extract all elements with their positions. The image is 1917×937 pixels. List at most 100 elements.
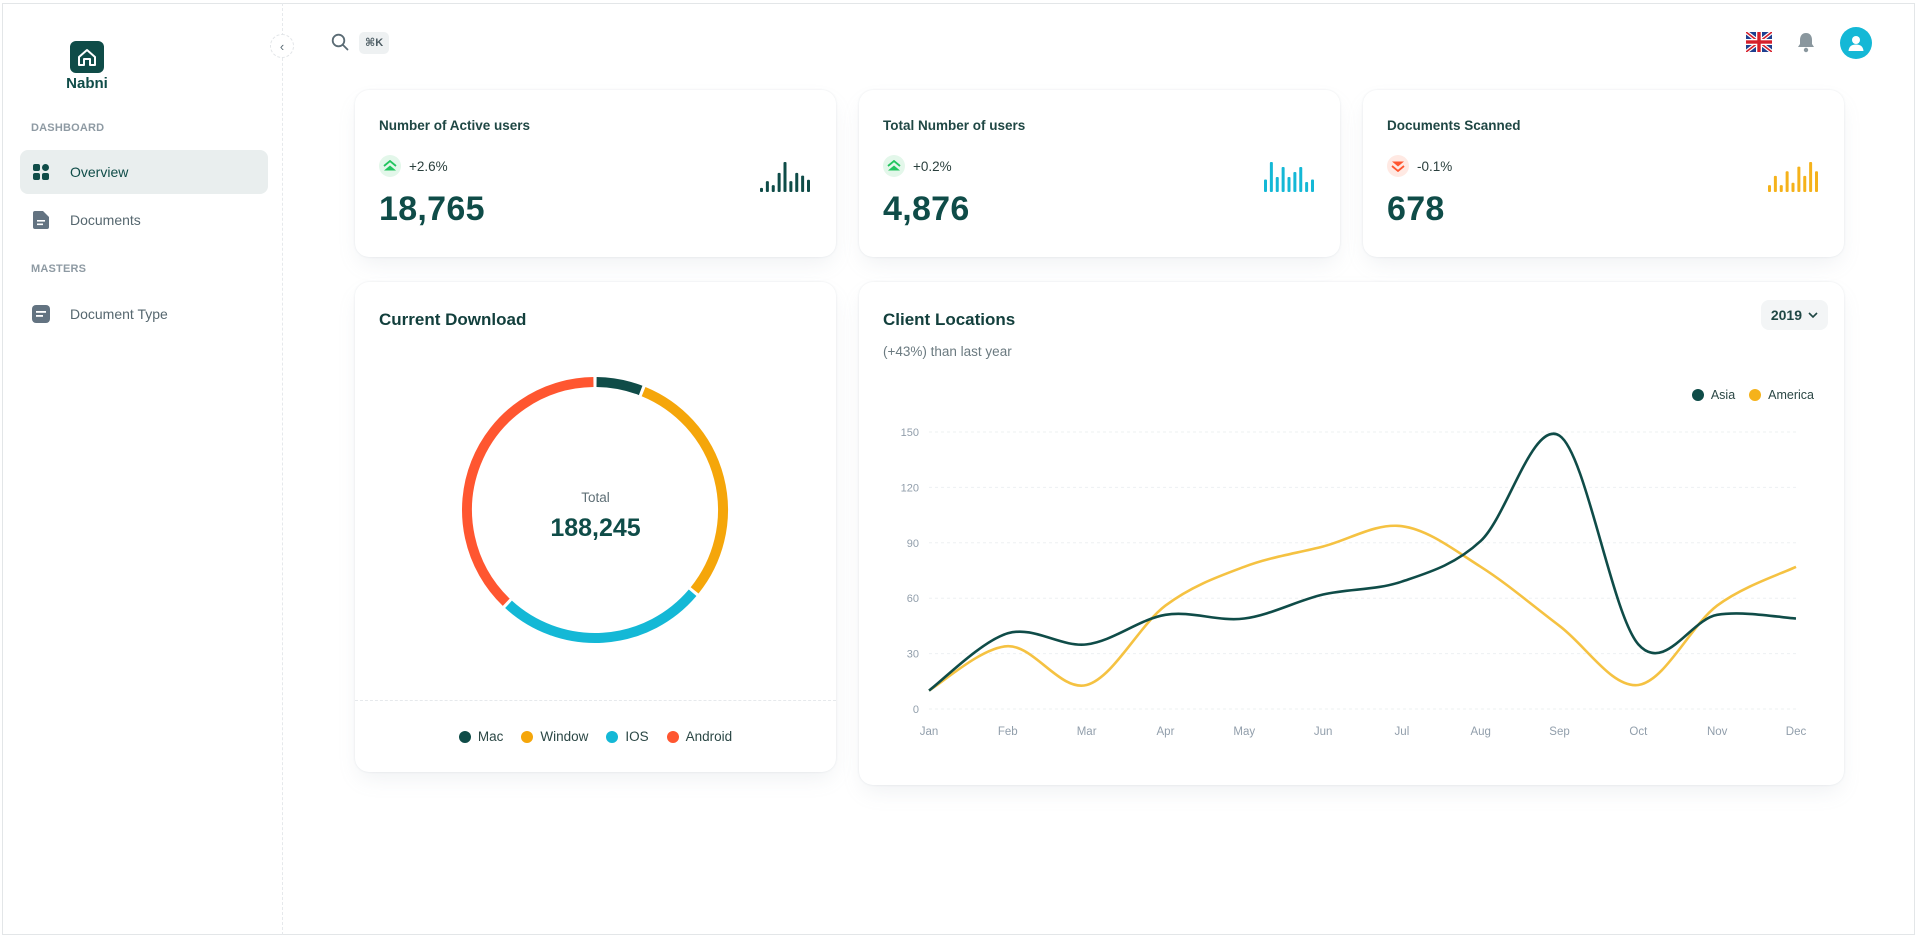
stat-value: 4,876 — [883, 190, 970, 228]
stat-card-documents-scanned: Documents Scanned -0.1% 678 — [1363, 90, 1844, 257]
x-tick-label: Jul — [1395, 726, 1410, 738]
stat-trend: -0.1% — [1387, 155, 1452, 177]
search-shortcut-badge[interactable]: ⌘K — [359, 32, 390, 54]
sidebar-item-documents[interactable]: Documents — [20, 198, 268, 242]
legend-item-android[interactable]: Android — [666, 729, 733, 744]
stat-trend-value: +2.6% — [409, 158, 448, 174]
y-tick-label: 0 — [913, 704, 919, 716]
sparkline-bar — [1264, 179, 1267, 192]
sparkline-bar — [1791, 182, 1795, 192]
sparkline-bar — [807, 179, 810, 192]
x-tick-label: Nov — [1707, 726, 1728, 738]
chevron-down-icon — [1808, 312, 1818, 319]
donut-slice-window — [641, 386, 728, 594]
sparkline-bar — [765, 181, 769, 192]
donut-center-value: 188,245 — [550, 514, 641, 542]
legend-item-america[interactable]: America — [1749, 388, 1814, 402]
legend-item-asia[interactable]: Asia — [1691, 388, 1736, 402]
x-tick-label: May — [1233, 726, 1255, 738]
x-tick-label: Oct — [1629, 726, 1648, 738]
section-dashboard: DASHBOARD — [31, 122, 105, 134]
stat-value: 678 — [1387, 190, 1445, 228]
sidebar-item-overview[interactable]: Overview — [20, 150, 268, 194]
sidebar: Nabni DASHBOARD Overview Documents MASTE… — [2, 3, 283, 935]
series-line-asia — [928, 432, 1797, 692]
x-tick-label: Jun — [1314, 726, 1333, 738]
x-tick-label: Sep — [1549, 726, 1569, 738]
legend-dot — [606, 730, 619, 743]
line-chart: 0 30 60 90 120 150 Jan Feb Mar Apr May Jun Jul Aug Sep… — [901, 427, 1807, 738]
legend-item-window[interactable]: Window — [521, 729, 588, 744]
x-tick-label: Jan — [920, 726, 939, 738]
donut-slice-android — [462, 377, 594, 606]
year-select-value: 2019 — [1770, 307, 1802, 323]
x-tick-label: Feb — [998, 726, 1018, 738]
legend-label: Asia — [1710, 388, 1736, 402]
sparkline-chart — [760, 162, 810, 192]
document-icon — [32, 211, 50, 229]
stat-value: 18,765 — [379, 190, 485, 228]
sparkline-bar — [771, 185, 775, 192]
stat-trend-value: +0.2% — [913, 158, 952, 174]
stat-trend-value: -0.1% — [1417, 158, 1453, 174]
line-legend: Asia America — [1691, 388, 1814, 402]
sparkline-bar — [1311, 179, 1314, 192]
sparkline-bar — [795, 172, 799, 192]
year-select[interactable]: 2019 — [1760, 300, 1828, 330]
donut-chart — [462, 377, 728, 643]
current-download-card: Current Download Total 188,245 Mac Windo… — [355, 282, 836, 772]
donut-slice-mac — [596, 377, 643, 396]
sparkline-bar — [1281, 167, 1285, 192]
logo-home-icon — [70, 41, 104, 73]
sparkline-bar — [801, 175, 805, 192]
card-subtitle: (+43%) than last year — [883, 344, 1012, 359]
uk-flag-icon[interactable] — [1744, 30, 1774, 54]
chevron-left-icon: ‹ — [279, 38, 285, 54]
grid-icon — [32, 163, 50, 181]
x-tick-label: Aug — [1470, 726, 1490, 738]
stat-title: Total Number of users — [883, 118, 1026, 133]
trend-up-icon — [379, 155, 401, 177]
sparkline-bar — [760, 187, 763, 192]
section-masters: MASTERS — [31, 263, 87, 275]
legend-dot — [1691, 389, 1704, 401]
stat-title: Number of Active users — [379, 118, 531, 133]
donut-legend: Mac Window IOS Android — [355, 700, 836, 772]
x-tick-label: Apr — [1157, 726, 1175, 738]
sparkline-bar — [1785, 171, 1789, 192]
legend-label: IOS — [625, 729, 649, 744]
y-tick-label: 60 — [907, 593, 919, 605]
logo[interactable]: Nabni — [64, 41, 110, 92]
sparkline-bar — [1809, 162, 1813, 192]
sidebar-item-label: Overview — [70, 164, 129, 180]
stat-trend: +2.6% — [379, 155, 448, 177]
legend-label: America — [1768, 388, 1814, 402]
collapse-sidebar-button[interactable]: ‹ — [270, 34, 294, 58]
donut-center-label: Total — [581, 490, 610, 505]
bell-icon[interactable] — [1796, 31, 1816, 53]
card-title: Client Locations — [883, 310, 1016, 329]
sidebar-item-document-type[interactable]: Document Type — [20, 292, 268, 336]
sparkline-bar — [1305, 182, 1309, 192]
sparkline-chart — [1264, 162, 1314, 192]
client-locations-card: Client Locations (+43%) than last year 2… — [859, 282, 1844, 785]
sparkline-chart — [1768, 162, 1818, 192]
legend-item-ios[interactable]: IOS — [606, 729, 649, 744]
x-tick-label: Mar — [1077, 726, 1097, 738]
sparkline-bar — [783, 162, 787, 192]
search-icon[interactable] — [331, 33, 349, 51]
avatar[interactable] — [1840, 27, 1872, 59]
y-tick-label: 120 — [901, 482, 919, 494]
stat-trend: +0.2% — [883, 155, 952, 177]
legend-dot — [666, 730, 679, 743]
legend-label: Android — [685, 729, 733, 744]
sparkline-bar — [1803, 175, 1807, 192]
sparkline-bar — [1299, 167, 1303, 192]
legend-item-mac[interactable]: Mac — [458, 729, 503, 744]
sidebar-item-label: Documents — [70, 212, 141, 228]
card-title: Current Download — [379, 310, 527, 329]
sparkline-bar — [1287, 177, 1291, 192]
legend-dot — [1749, 389, 1762, 401]
x-tick-label: Dec — [1786, 726, 1807, 738]
stat-title: Documents Scanned — [1387, 118, 1521, 133]
